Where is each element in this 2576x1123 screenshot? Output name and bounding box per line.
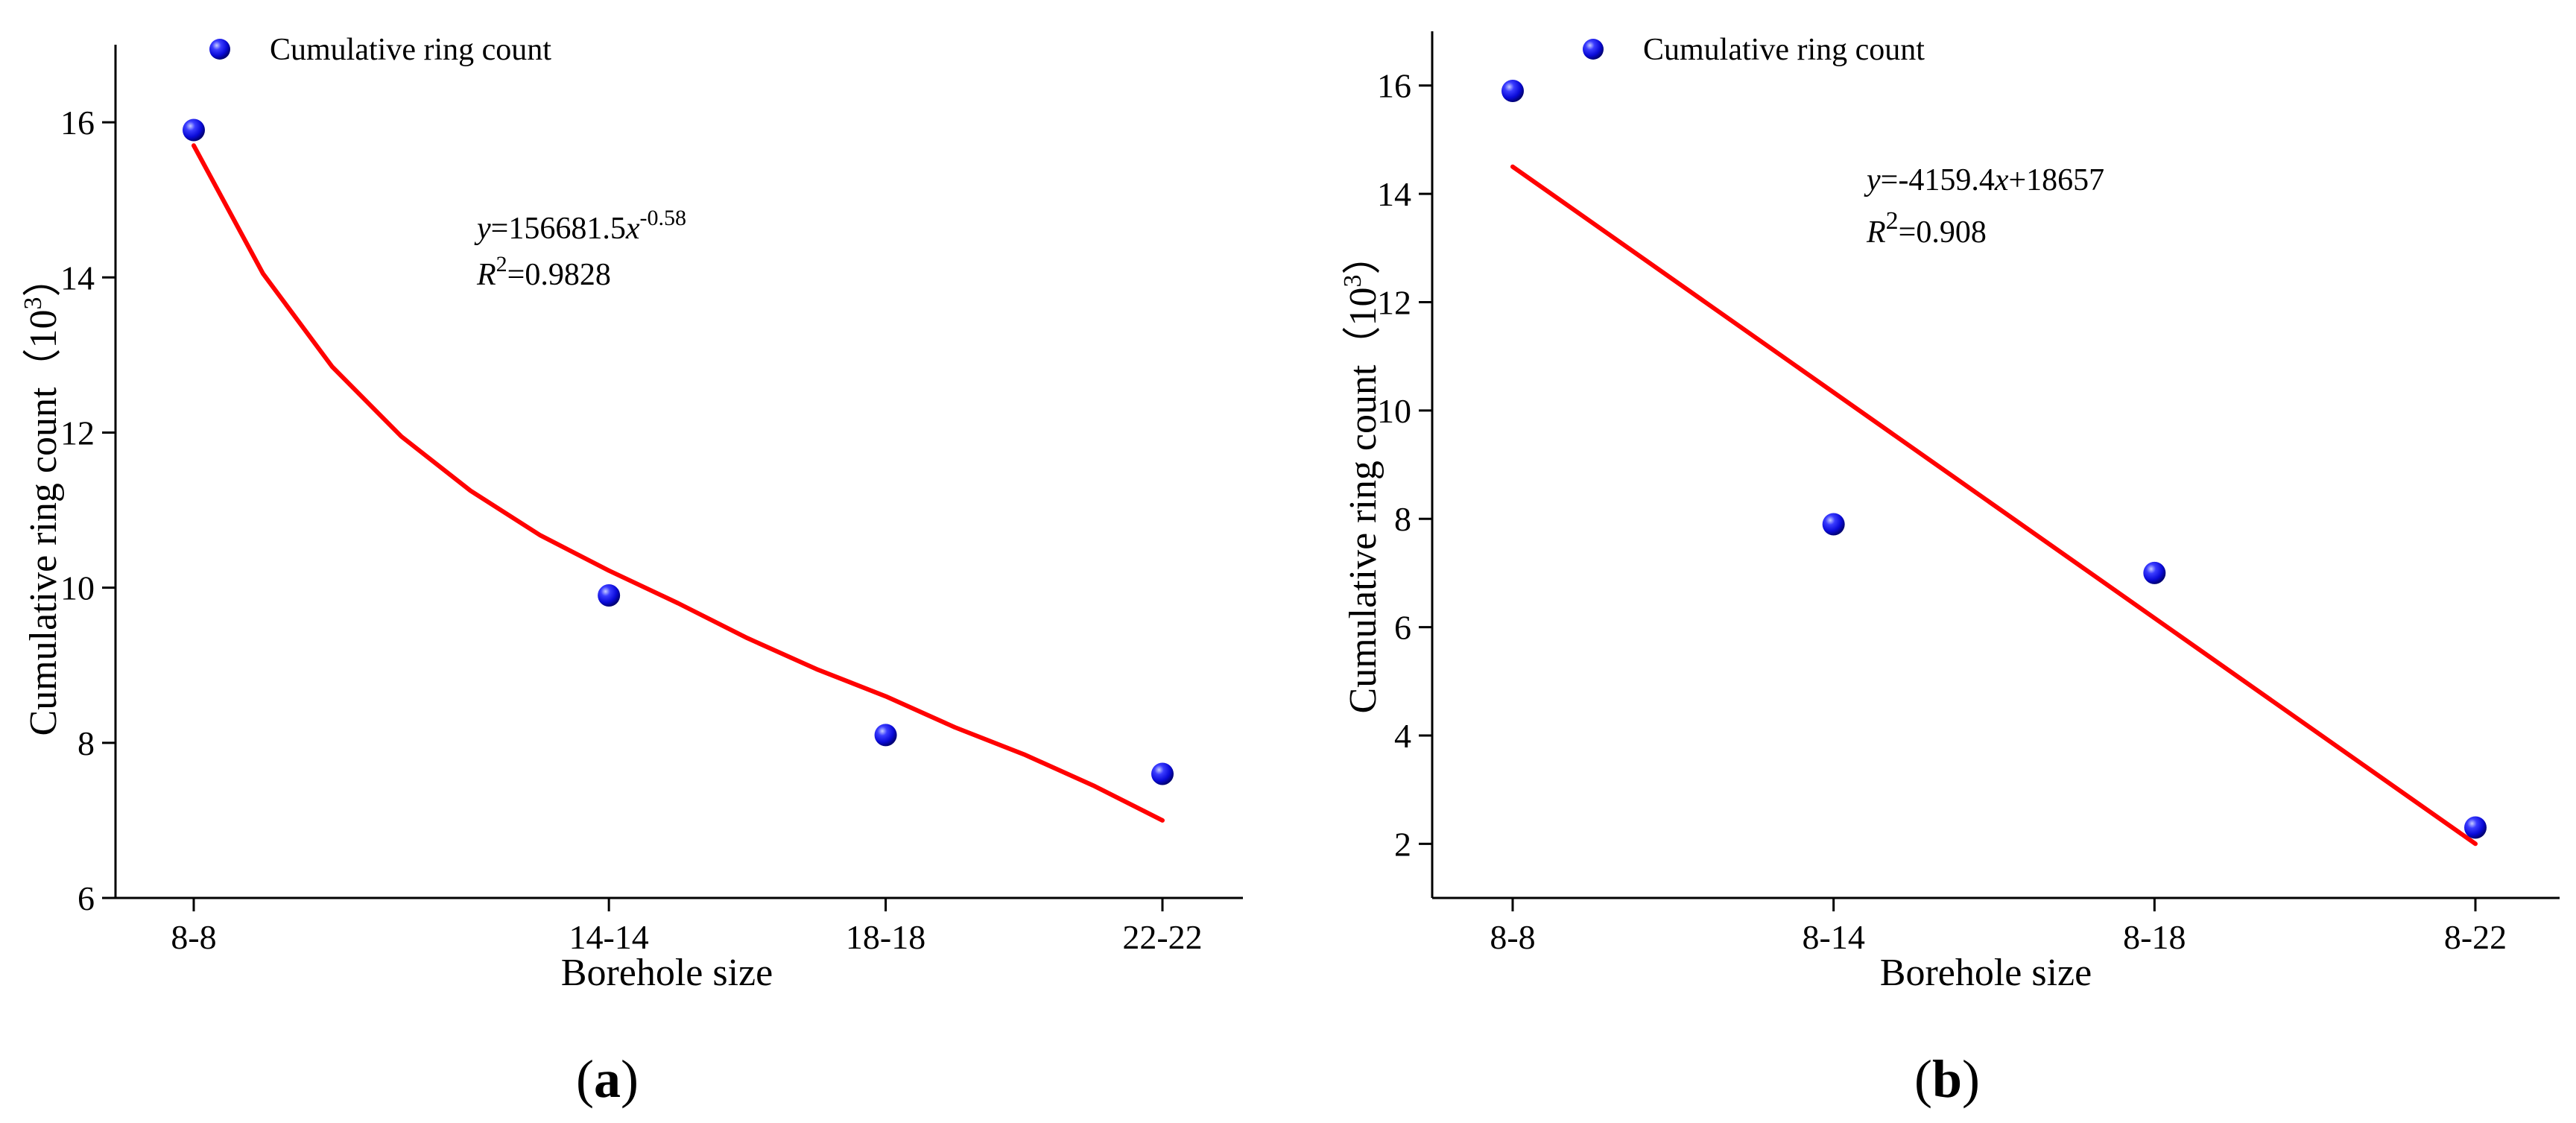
panel-b-x-tick-label: 8-14	[1803, 918, 1865, 956]
panel-b-data-point	[1822, 513, 1845, 536]
panel-b-y-tick-label: 4	[1394, 717, 1411, 755]
panel-b-x-tick-label: 8-22	[2444, 918, 2507, 956]
panel-b-legend-label: Cumulative ring count	[1643, 33, 1925, 67]
panel-a-x-tick-label: 18-18	[846, 918, 925, 956]
panel-b-y-tick-label: 6	[1394, 609, 1411, 647]
panel-a-y-axis-title: Cumulative ring count（103）	[19, 259, 65, 736]
panel-b-equation: y=-4159.4x+18657	[1864, 163, 2104, 197]
panel-b-label: (b)	[1914, 1049, 1980, 1109]
panel-a-y-tick-label: 10	[60, 569, 95, 607]
panel-a-data-point	[598, 584, 621, 607]
panel-a-fit-line	[192, 143, 1165, 823]
panel-a-x-axis-title: Borehole size	[561, 952, 773, 994]
panel-b: 2 4 6 8 10 12 14 16 8-8 8-14 8-18 8-22 Cumulative r…	[1339, 31, 2560, 1109]
panel-b-fit-line	[1510, 164, 2478, 847]
panel-a-y-tick-label: 6	[77, 879, 95, 917]
panel-b-y-tick-label: 8	[1394, 500, 1411, 538]
panel-a: 6 8 10 12 14 16 8-8 14-14 18-18 22-22 Cumulative …	[19, 33, 1243, 1109]
panel-b-x-tick-label: 8-8	[1490, 918, 1535, 956]
panel-b-data-point	[2464, 816, 2487, 839]
panel-b-y-tick-label: 14	[1377, 175, 1411, 213]
panel-a-y-tick-label: 12	[60, 414, 95, 452]
panel-b-y-tick-label: 2	[1394, 825, 1411, 863]
panel-a-marks: 6 8 10 12 14 16 8-8 14-14 18-18 22-22	[60, 45, 1243, 956]
panel-a-x-tick-label: 22-22	[1122, 918, 1202, 956]
panel-b-legend-marker	[1583, 39, 1604, 60]
panel-a-label: (a)	[576, 1049, 639, 1109]
panel-a-data-point	[1151, 762, 1174, 785]
panel-a-equation: y=156681.5x-0.58	[474, 206, 686, 246]
panel-a-legend-marker	[209, 39, 230, 60]
panel-b-marks: 2 4 6 8 10 12 14 16 8-8 8-14 8-18 8-22	[1377, 31, 2560, 956]
panel-b-y-tick-label: 12	[1377, 283, 1411, 321]
panel-b-y-tick-label: 16	[1377, 67, 1411, 105]
panel-a-x-tick-label: 14-14	[569, 918, 648, 956]
panel-b-x-axis-title: Borehole size	[1880, 952, 2092, 994]
panel-a-y-tick-label: 14	[60, 259, 95, 297]
panel-a-data-point	[183, 118, 205, 142]
panel-b-y-axis-title: Cumulative ring count（103）	[1339, 236, 1384, 714]
panel-a-y-tick-label: 16	[60, 104, 95, 142]
panel-b-x-tick-label: 8-18	[2123, 918, 2186, 956]
panel-a-r-squared: R2=0.9828	[476, 252, 611, 292]
panel-b-data-point	[1501, 79, 1524, 102]
panel-b-y-tick-label: 10	[1377, 392, 1411, 430]
panel-a-y-tick-label: 8	[77, 724, 95, 762]
panel-a-data-point	[874, 724, 897, 747]
panel-b-r-squared: R2=0.908	[1866, 207, 1987, 250]
panel-a-x-tick-label: 8-8	[171, 918, 216, 956]
panel-a-legend-label: Cumulative ring count	[270, 33, 551, 67]
panel-b-data-point	[2143, 561, 2166, 584]
